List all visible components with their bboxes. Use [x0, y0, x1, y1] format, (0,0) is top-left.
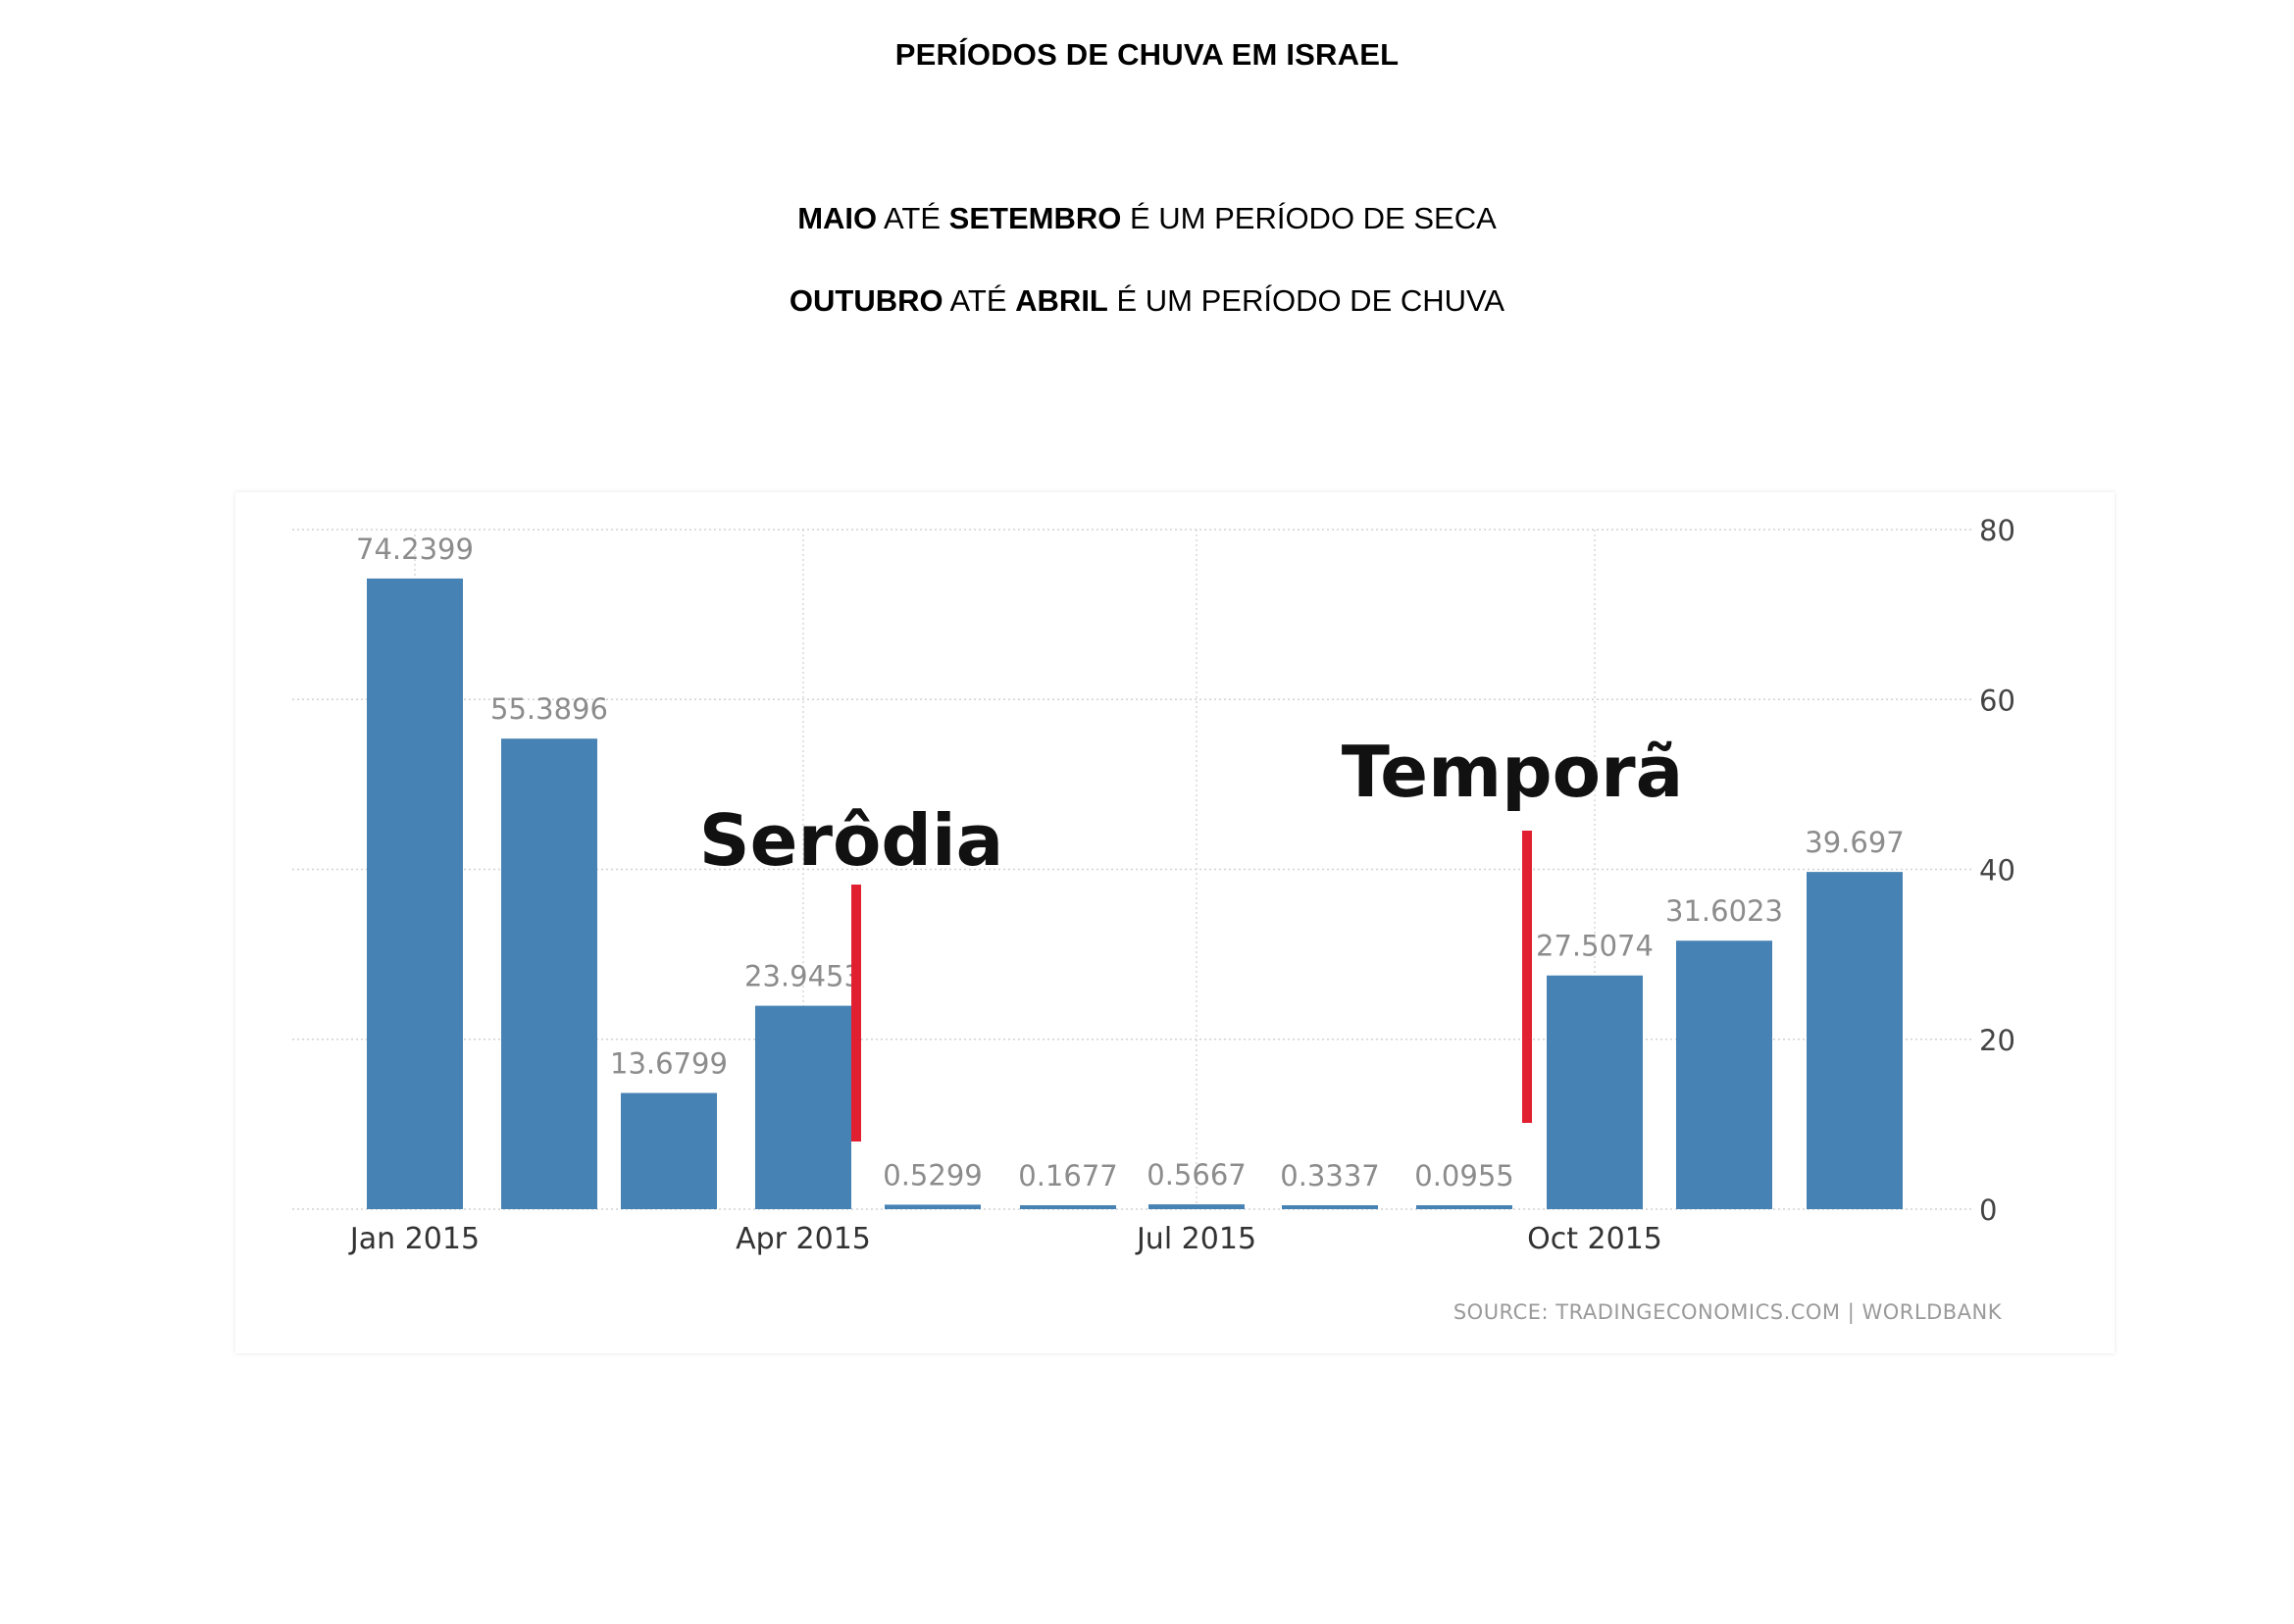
bar	[1148, 1204, 1245, 1209]
bar	[1807, 872, 1903, 1209]
bar	[501, 738, 597, 1209]
bar	[1676, 940, 1772, 1209]
dry-end-month: SETEMBRO	[948, 201, 1122, 235]
bar-value-label: 13.6799	[610, 1046, 728, 1080]
rain-start-month: OUTUBRO	[789, 283, 943, 318]
dry-season-note: MAIO ATÉ SETEMBRO É UM PERÍODO DE SECA	[0, 201, 2294, 236]
annotation-label: Serôdia	[699, 799, 1003, 882]
x-tick-label: Jul 2015	[1135, 1222, 1256, 1256]
bar	[885, 1204, 981, 1209]
rain-description: É UM PERÍODO DE CHUVA	[1107, 283, 1505, 318]
rain-connector: ATÉ	[943, 283, 1016, 318]
bar-value-label: 0.5299	[883, 1158, 982, 1192]
y-tick-label: 20	[1979, 1024, 2015, 1057]
bar	[1282, 1205, 1378, 1209]
bar-value-label: 39.697	[1805, 826, 1904, 859]
rain-end-month: ABRIL	[1015, 283, 1108, 318]
y-tick-label: 40	[1979, 854, 2015, 888]
bar	[755, 1005, 851, 1209]
chart-source: SOURCE: TRADINGECONOMICS.COM | WORLDBANK	[1453, 1300, 2003, 1325]
page-title: PERÍODOS DE CHUVA EM ISRAEL	[894, 37, 1400, 72]
bar-value-label: 27.5074	[1536, 930, 1654, 963]
x-tick-label: Oct 2015	[1527, 1222, 1662, 1256]
bar	[1020, 1205, 1116, 1209]
rain-season-note: OUTUBRO ATÉ ABRIL É UM PERÍODO DE CHUVA	[0, 283, 2294, 319]
x-tick-label: Apr 2015	[736, 1222, 871, 1256]
dry-start-month: MAIO	[797, 201, 878, 235]
bar-value-label: 74.2399	[356, 533, 474, 566]
bar-value-label: 0.1677	[1018, 1159, 1117, 1193]
bar	[1416, 1205, 1512, 1209]
bar-value-label: 0.0955	[1414, 1159, 1513, 1193]
chart-container: 0 20 40 60 80 Jan 2015 Apr 2015 Jul 2015 Oct 201…	[235, 492, 2115, 1353]
annotation-label: Temporã	[1342, 731, 1684, 813]
y-tick-label: 80	[1979, 514, 2015, 547]
bar-value-label: 0.3337	[1280, 1159, 1379, 1193]
dry-description: É UM PERÍODO DE SECA	[1121, 201, 1497, 235]
rainfall-bar-chart: 0 20 40 60 80 Jan 2015 Apr 2015 Jul 2015 Oct 201…	[292, 514, 2015, 1325]
x-tick-label: Jan 2015	[348, 1222, 480, 1256]
bar-value-label: 31.6023	[1665, 894, 1783, 928]
bar	[1547, 975, 1643, 1209]
bar-value-label: 0.5667	[1147, 1158, 1246, 1192]
y-tick-label: 60	[1979, 684, 2015, 717]
bar-value-label: 23.9453	[744, 960, 862, 993]
bar-value-label: 55.3896	[490, 692, 608, 726]
bar	[621, 1092, 717, 1209]
dry-connector: ATÉ	[877, 201, 949, 235]
bar	[367, 578, 463, 1209]
y-tick-label: 0	[1979, 1193, 1997, 1227]
